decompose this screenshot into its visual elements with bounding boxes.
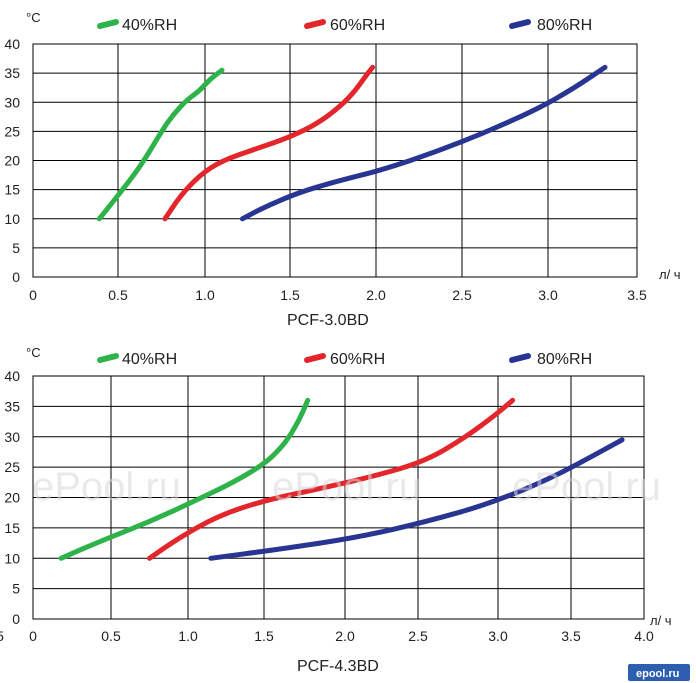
legend-label: 60%RH — [330, 17, 385, 34]
chart-1-x-ticks: 0 0.5 1.0 1.5 2.0 2.5 3.0 3.5 — [29, 287, 647, 303]
chart-1-title: PCF-3.0BD — [287, 312, 369, 329]
x-tick-label: 2.0 — [335, 628, 355, 644]
chart-2-x-ticks: 0 0.5 1.0 1.5 2.0 2.5 3.0 3.5 4.0 5 — [0, 628, 654, 644]
y-tick-label: 40 — [4, 36, 20, 52]
legend-swatch — [509, 353, 531, 363]
x-tick-label: 2.5 — [408, 628, 428, 644]
y-tick-label: 25 — [4, 459, 20, 475]
y-tick-label: 35 — [4, 65, 20, 81]
y-tick-label: 15 — [4, 182, 20, 198]
watermark-text: ePool.ru — [272, 465, 421, 509]
y-tick-label: 40 — [4, 368, 20, 384]
legend-label: 40%RH — [122, 351, 177, 368]
x-tick-label: 2.0 — [366, 287, 386, 303]
series-line-40-rh — [58, 397, 311, 561]
series-line-40-rh — [96, 67, 225, 222]
legend-label: 80%RH — [537, 17, 592, 34]
legend-swatch — [97, 19, 119, 29]
brand-logo: epool.ru — [628, 664, 690, 681]
x-tick-label: 5 — [0, 628, 4, 644]
x-tick-label: 0.5 — [108, 287, 128, 303]
x-tick-label: 0.5 — [101, 628, 121, 644]
chart-1-legend: 40%RH 60%RH 80%RH — [97, 17, 592, 34]
x-tick-label: 1.0 — [195, 287, 215, 303]
legend-swatch — [304, 19, 326, 29]
chart-1-y-ticks: 0 5 10 15 20 25 30 35 40 — [4, 36, 20, 285]
x-tick-label: 3.5 — [627, 287, 647, 303]
chart-1-y-unit: °C — [26, 10, 41, 25]
legend-swatch — [509, 19, 531, 29]
y-tick-label: 10 — [4, 550, 20, 566]
y-tick-label: 5 — [12, 240, 20, 256]
legend-label: 40%RH — [122, 17, 177, 34]
x-tick-label: 3.0 — [488, 628, 508, 644]
legend-label: 60%RH — [330, 351, 385, 368]
x-tick-label: 3.5 — [561, 628, 581, 644]
y-tick-label: 30 — [4, 429, 20, 445]
brand-logo-background — [628, 664, 690, 681]
legend-swatch — [304, 353, 326, 363]
series-line-80-rh — [239, 64, 608, 222]
watermark-text: ePool.ru — [32, 465, 181, 509]
x-tick-label: 1.0 — [178, 628, 198, 644]
watermark-group: ePool.ru ePool.ru ePool.ru — [32, 465, 661, 509]
x-tick-label: 0 — [29, 628, 37, 644]
x-tick-label: 3.0 — [538, 287, 558, 303]
x-tick-label: 1.5 — [280, 287, 300, 303]
y-tick-label: 25 — [4, 123, 20, 139]
x-tick-label: 4.0 — [634, 628, 654, 644]
y-tick-label: 10 — [4, 211, 20, 227]
series-line-60-rh — [162, 64, 376, 222]
x-tick-label: 1.5 — [254, 628, 274, 644]
y-tick-label: 0 — [12, 269, 20, 285]
legend-swatch — [97, 353, 119, 363]
chart-1-x-unit: л/ ч — [659, 267, 681, 282]
y-tick-label: 20 — [4, 490, 20, 506]
legend-label: 80%RH — [537, 351, 592, 368]
chart-2-title: PCF-4.3BD — [297, 658, 379, 675]
chart-2-y-unit: °C — [26, 345, 41, 360]
x-tick-label: 0 — [29, 287, 37, 303]
y-tick-label: 35 — [4, 398, 20, 414]
y-tick-label: 20 — [4, 153, 20, 169]
watermark-text: ePool.ru — [512, 465, 661, 509]
y-tick-label: 5 — [12, 581, 20, 597]
chart-2-legend: 40%RH 60%RH 80%RH — [97, 351, 592, 368]
series-line-60-rh — [147, 397, 516, 561]
chart-2-y-ticks: 0 5 10 15 20 25 30 35 40 — [4, 368, 20, 627]
brand-logo-text: epool.ru — [636, 668, 679, 680]
chart-2-x-unit: л/ ч — [650, 613, 672, 628]
chart-2-series — [58, 397, 625, 561]
chart-1-series — [96, 64, 608, 222]
series-line-80-rh — [208, 437, 625, 561]
chart-1-grid — [33, 43, 637, 278]
x-tick-label: 2.5 — [452, 287, 472, 303]
y-tick-label: 15 — [4, 520, 20, 536]
y-tick-label: 0 — [12, 611, 20, 627]
y-tick-label: 30 — [4, 94, 20, 110]
